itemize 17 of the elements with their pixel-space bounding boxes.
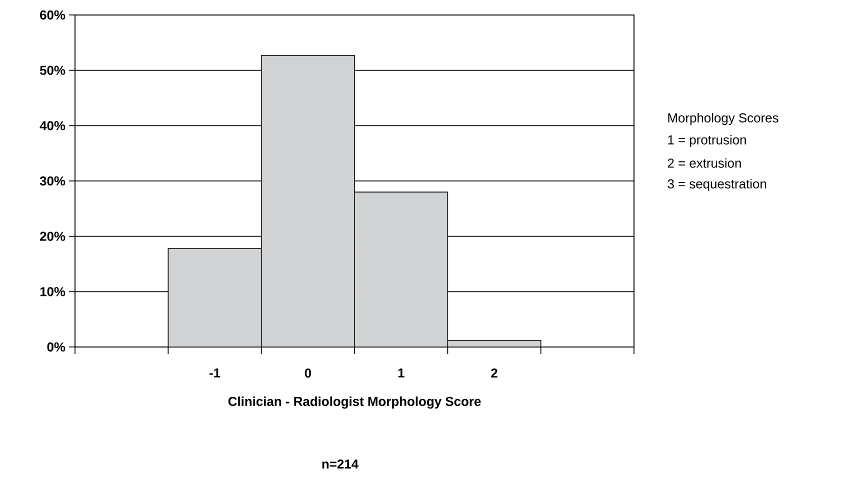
x-tick-label: 2 xyxy=(491,368,498,378)
text: 3 = sequestration xyxy=(668,178,766,192)
y-tick-label: 40% xyxy=(40,121,66,130)
x-tick-label: 1 xyxy=(398,368,404,378)
text: 2 = extrusion xyxy=(668,158,741,168)
text: Morphology Scores xyxy=(668,112,778,126)
y-tick-label: 10% xyxy=(40,287,66,296)
x-tick-label: 0 xyxy=(304,368,311,378)
y-tick-label: 60% xyxy=(40,10,66,20)
x-tick-label: -1 xyxy=(210,368,220,378)
y-tick-label: 0% xyxy=(47,342,66,352)
y-tick-label: 50% xyxy=(40,66,66,75)
text: 1 = protrusion xyxy=(668,134,746,148)
y-tick-label: 20% xyxy=(40,232,66,241)
text: n=214 xyxy=(322,459,358,469)
x-axis-title: Clinician - Radiologist Morphology Score xyxy=(228,396,481,409)
y-tick-label: 30% xyxy=(40,176,66,186)
